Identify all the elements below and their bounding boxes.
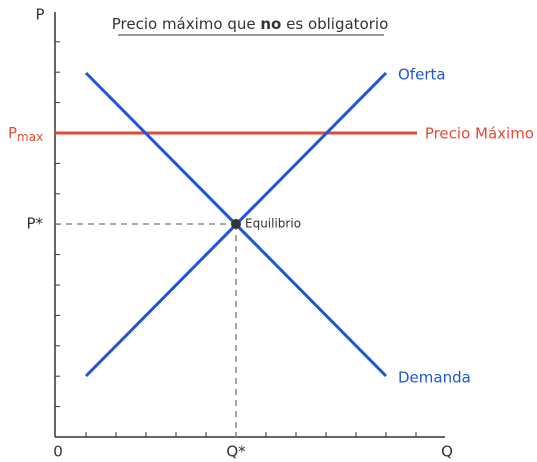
pmax-main: P (8, 124, 17, 142)
q-star-label: Q* (226, 443, 246, 461)
equilibrium-label: Equilibrio (245, 217, 301, 231)
origin-label: 0 (53, 443, 63, 461)
title-part: Precio máximo que (112, 15, 261, 33)
price-ceiling-label: Precio Máximo (425, 125, 534, 143)
demand-label: Demanda (398, 369, 471, 387)
supply-label: Oferta (398, 66, 446, 84)
p-star-label: P* (26, 215, 43, 233)
title: Precio máximo que no es obligatorio (112, 15, 389, 33)
y-axis-label: P (35, 6, 44, 24)
x-axis-label: Q (441, 443, 453, 461)
equilibrium-point (231, 219, 241, 229)
title-bold: no (260, 15, 281, 33)
title-part: es obligatorio (281, 15, 388, 33)
pmax-label: Pmax (8, 124, 43, 144)
pmax-sub: max (17, 130, 43, 144)
